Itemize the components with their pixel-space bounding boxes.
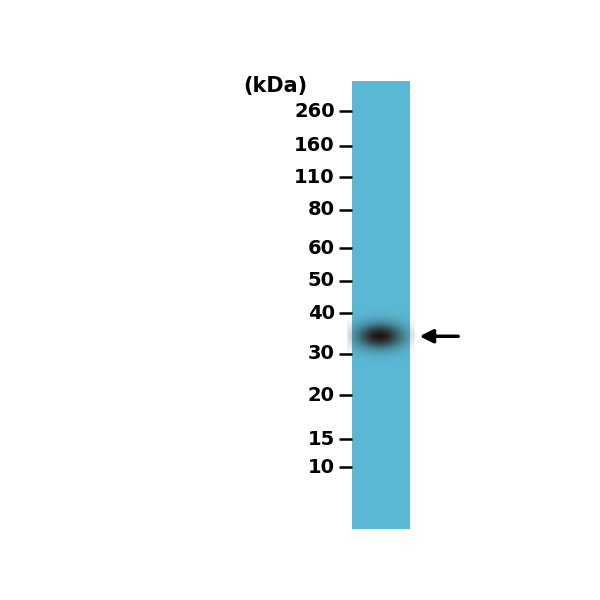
Text: (kDa): (kDa) [244, 76, 308, 96]
Text: 30: 30 [308, 344, 335, 364]
Text: 40: 40 [308, 304, 335, 323]
Text: 10: 10 [308, 458, 335, 476]
Text: 15: 15 [308, 430, 335, 449]
Text: 50: 50 [308, 271, 335, 290]
Text: 80: 80 [308, 200, 335, 219]
Text: 160: 160 [295, 136, 335, 155]
Text: 60: 60 [308, 239, 335, 258]
Bar [352, 81, 410, 529]
Text: 110: 110 [295, 168, 335, 187]
Text: 20: 20 [308, 386, 335, 405]
Text: 260: 260 [295, 102, 335, 121]
